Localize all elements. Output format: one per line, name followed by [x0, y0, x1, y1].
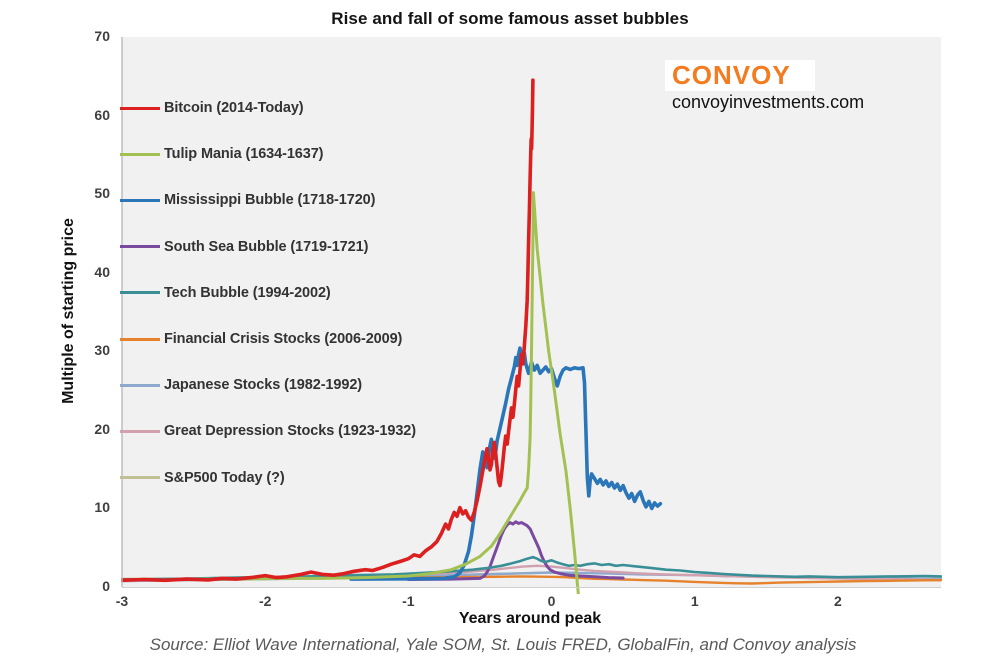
legend-swatch-japanese-stocks [120, 383, 160, 387]
legend-label-financial-crisis-stocks: Financial Crisis Stocks (2006-2009) [164, 331, 403, 347]
x-tick--3: -3 [115, 593, 129, 609]
legend-label-tulip-mania: Tulip Mania (1634-1637) [164, 146, 324, 163]
legend-label-mississippi-bubble: Mississippi Bubble (1718-1720) [164, 192, 376, 209]
legend-item-mississippi-bubble: Mississippi Bubble (1718-1720) [120, 190, 375, 210]
legend-item-financial-crisis-stocks: Financial Crisis Stocks (2006-2009) [120, 329, 402, 349]
y-tick-40: 40 [94, 263, 110, 280]
line-financial-crisis-stocks [121, 575, 942, 585]
legend-swatch-bitcoin [120, 106, 160, 110]
legend-item-tech-bubble: Tech Bubble (1994-2002) [120, 283, 331, 303]
legend-swatch-great-depression-stocks [120, 429, 160, 433]
x-tick-2: 2 [834, 593, 842, 609]
line-tech-bubble [121, 555, 942, 581]
y-tick-60: 60 [94, 106, 110, 123]
line-south-sea-bubble [406, 520, 625, 581]
legend-swatch-south-sea-bubble [120, 245, 160, 249]
y-tick-10: 10 [94, 499, 110, 516]
line-bitcoin [121, 78, 535, 583]
legend-item-tulip-mania: Tulip Mania (1634-1637) [120, 144, 324, 164]
legend-swatch-tech-bubble [120, 291, 160, 295]
y-tick-0: 0 [102, 578, 110, 594]
legend-label-bitcoin: Bitcoin (2014-Today) [164, 100, 304, 116]
legend-label-sp500-today: S&P500 Today (?) [164, 469, 285, 486]
legend-label-south-sea-bubble: South Sea Bubble (1719-1721) [164, 238, 369, 255]
source-note: Source: Elliot Wave International, Yale … [149, 635, 857, 654]
chart-title: Rise and fall of some famous asset bubbl… [331, 9, 689, 28]
convoy-logo: CONVOY [672, 60, 791, 90]
y-tick-50: 50 [94, 185, 110, 202]
legend-item-sp500-today: S&P500 Today (?) [120, 468, 285, 488]
x-axis-title: Years around peak [458, 610, 602, 627]
line-tulip-mania [184, 191, 580, 594]
y-tick-30: 30 [94, 342, 110, 359]
legend-swatch-mississippi-bubble [120, 198, 160, 202]
x-tick-1: 1 [690, 593, 699, 609]
legend-swatch-financial-crisis-stocks [120, 337, 160, 341]
legend-label-japanese-stocks: Japanese Stocks (1982-1992) [164, 377, 363, 394]
legend-label-tech-bubble: Tech Bubble (1994-2002) [164, 284, 331, 301]
y-tick-70: 70 [94, 28, 110, 44]
legend-item-great-depression-stocks: Great Depression Stocks (1923-1932) [120, 421, 416, 441]
legend-item-japanese-stocks: Japanese Stocks (1982-1992) [120, 375, 362, 395]
y-tick-20: 20 [94, 420, 110, 437]
legend-item-bitcoin: Bitcoin (2014-Today) [120, 98, 304, 118]
convoy-logo-box: CONVOY [665, 60, 815, 91]
legend-swatch-tulip-mania [120, 152, 160, 156]
x-tick--2: -2 [258, 593, 272, 609]
x-tick-0: 0 [547, 593, 556, 609]
y-axis-title: Multiple of starting price [60, 218, 77, 404]
legend-swatch-sp500-today [120, 476, 160, 480]
website-text: convoyinvestments.com [672, 92, 865, 112]
x-tick--1: -1 [402, 593, 415, 609]
legend-item-south-sea-bubble: South Sea Bubble (1719-1721) [120, 237, 368, 257]
legend-label-great-depression-stocks: Great Depression Stocks (1923-1932) [164, 423, 416, 440]
